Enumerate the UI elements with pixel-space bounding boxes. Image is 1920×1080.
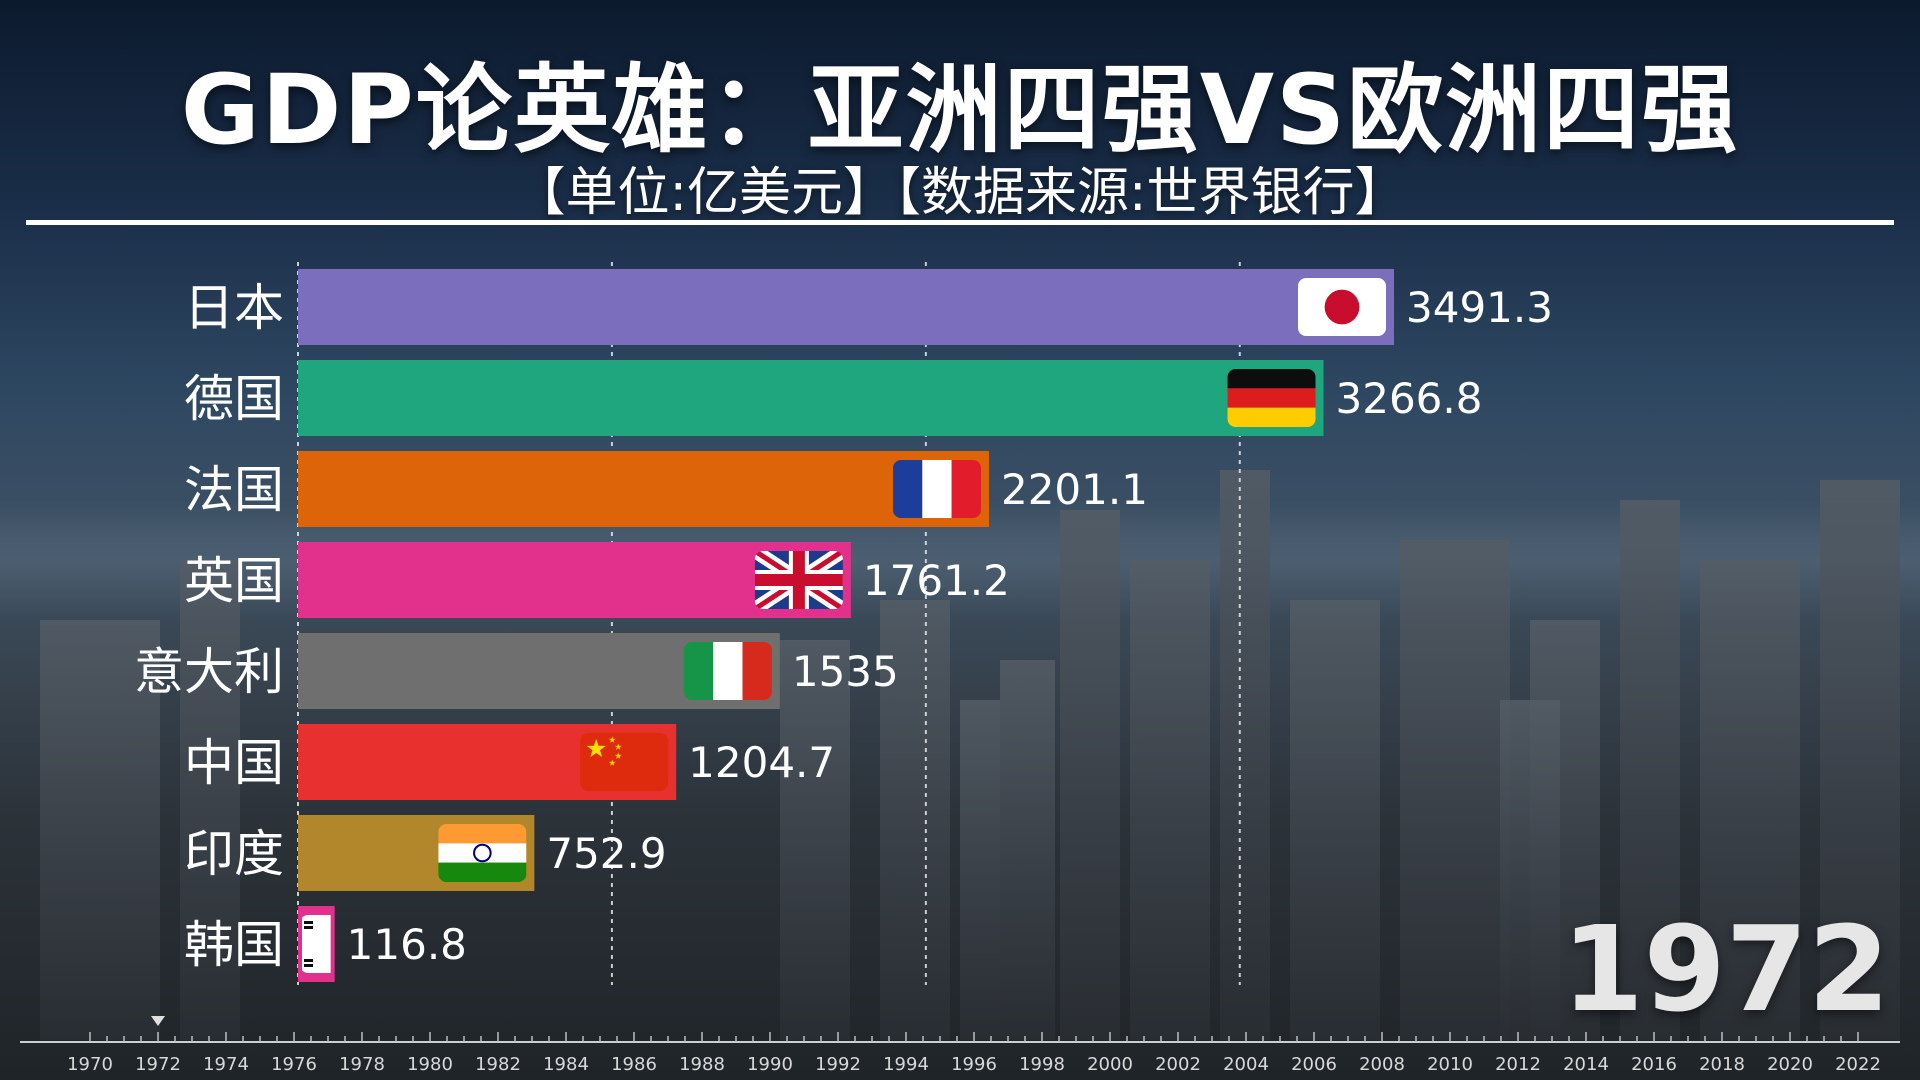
flag-wrapper (302, 915, 331, 973)
bar-row: 法国 2201.1 (184, 451, 1148, 527)
timeline-tick-label: 2016 (1631, 1054, 1677, 1075)
skyline-building (1700, 560, 1800, 1040)
value-label: 116.8 (347, 920, 467, 969)
timeline-tick-label: 2004 (1223, 1054, 1269, 1075)
category-label: 法国 (184, 461, 284, 519)
timeline-tick-label: 2012 (1495, 1054, 1541, 1075)
france-flag-icon (892, 460, 981, 518)
value-label: 3491.3 (1406, 283, 1553, 332)
skyline-building (1060, 510, 1120, 1040)
bar-row: 德国 3266.8 (184, 360, 1482, 436)
category-label: 日本 (184, 279, 284, 337)
india-flag-icon (438, 824, 527, 882)
bar-row: 日本 3491.3 (184, 269, 1553, 345)
skyline-building (880, 600, 950, 1040)
skyline-building (1500, 700, 1560, 1040)
bar-row: 中国 1204.7 (184, 724, 835, 800)
timeline-tick-label: 1978 (339, 1054, 385, 1075)
timeline-tick-label: 1980 (407, 1054, 453, 1075)
category-label: 德国 (184, 370, 284, 428)
skyline-building (40, 620, 160, 1040)
timeline-tick-label: 2020 (1767, 1054, 1813, 1075)
category-label: 印度 (184, 825, 284, 883)
timeline-tick-label: 1986 (611, 1054, 657, 1075)
timeline-tick-label: 2010 (1427, 1054, 1473, 1075)
timeline-tick-label: 1990 (747, 1054, 793, 1075)
timeline-tick-label: 1996 (951, 1054, 997, 1075)
skyline-building (1000, 660, 1055, 1040)
timeline-tick-label: 1972 (135, 1054, 181, 1075)
timeline-tick-label: 2008 (1359, 1054, 1405, 1075)
bar (298, 269, 1394, 345)
japan-flag-icon (1298, 278, 1386, 336)
timeline-tick-label: 2022 (1835, 1054, 1881, 1075)
timeline-tick-label: 2006 (1291, 1054, 1337, 1075)
bar-row: 英国 1761.2 (184, 542, 1010, 618)
timeline-tick-label: 1974 (203, 1054, 249, 1075)
timeline-tick-label: 1970 (67, 1054, 113, 1075)
skyline-building (1820, 480, 1900, 1040)
bar (298, 451, 989, 527)
value-label: 1761.2 (863, 556, 1010, 605)
chart-subtitle: 【单位:亿美元】【数据来源:世界银行】 (513, 163, 1407, 223)
timeline-tick-label: 2002 (1155, 1054, 1201, 1075)
category-label: 韩国 (184, 916, 284, 974)
timeline-tick-label: 1998 (1019, 1054, 1065, 1075)
skyline-building (180, 560, 240, 1040)
skyline-building (1130, 560, 1210, 1040)
bars: 日本 3491.3 德国 3266.8 法国 2201.1 英国 1761.2 意大利 1535 中… (134, 269, 1553, 982)
germany-flag-icon (1227, 369, 1316, 427)
china-flag-icon (580, 733, 669, 791)
current-year-label: 1972 (1561, 900, 1890, 1038)
timeline-tick-label: 1994 (883, 1054, 929, 1075)
category-label: 中国 (184, 734, 284, 792)
timeline-marker (151, 1016, 165, 1026)
bar-row: 韩国 116.8 (184, 906, 467, 982)
skyline-building (1220, 470, 1270, 1040)
timeline-tick-label: 1984 (543, 1054, 589, 1075)
timeline-tick-label: 2014 (1563, 1054, 1609, 1075)
timeline-tick-label: 1976 (271, 1054, 317, 1075)
timeline-tick-label: 1988 (679, 1054, 725, 1075)
timeline-axis: 1970 1972 1974 1976 1978 1980 1982 1984 1986 1988… (20, 1016, 1900, 1075)
korea-flag-icon (302, 915, 331, 973)
uk-flag-icon (754, 551, 843, 609)
chart-title: GDP论英雄：亚洲四强VS欧洲四强 (180, 54, 1740, 166)
bar (298, 360, 1324, 436)
value-label: 1204.7 (688, 738, 835, 787)
skyline-building (1290, 600, 1380, 1040)
value-label: 1535 (792, 647, 899, 696)
value-label: 2201.1 (1001, 465, 1148, 514)
category-label: 意大利 (134, 643, 284, 701)
title-divider (26, 220, 1894, 225)
skyline-building (960, 700, 1000, 1040)
value-label: 3266.8 (1336, 374, 1483, 423)
bar-row: 意大利 1535 (134, 633, 899, 709)
timeline-tick-label: 1992 (815, 1054, 861, 1075)
skyline-building (1400, 540, 1510, 1040)
bar-row: 印度 752.9 (184, 815, 667, 891)
category-label: 英国 (184, 552, 284, 610)
skyline-building (1620, 500, 1680, 1040)
timeline-tick-label: 1982 (475, 1054, 521, 1075)
timeline-tick-label: 2018 (1699, 1054, 1745, 1075)
skyline-building (780, 640, 850, 1040)
value-label: 752.9 (546, 829, 666, 878)
timeline-tick-label: 2000 (1087, 1054, 1133, 1075)
italy-flag-icon (683, 642, 772, 700)
